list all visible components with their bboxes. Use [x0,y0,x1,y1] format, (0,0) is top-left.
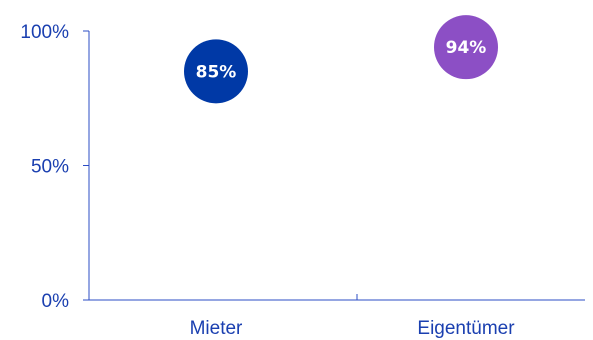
data-label: 94% [446,38,487,58]
x-ticks: Mieter Eigentümer [190,294,515,339]
y-tick-label: 100% [20,22,69,43]
data-label: 85% [196,62,237,82]
x-category-label: Eigentümer [417,318,515,339]
x-axis: Mieter Eigentümer [89,294,585,339]
y-axis: 0% 50% 100% [20,22,90,312]
y-tick-label: 50% [31,157,69,178]
data-point [184,39,248,104]
data-points: 85% 94% [184,15,498,104]
x-category-label: Mieter [190,318,243,339]
y-ticks: 0% 50% 100% [20,22,89,312]
y-tick-label: 0% [42,291,70,312]
data-point [434,15,498,80]
